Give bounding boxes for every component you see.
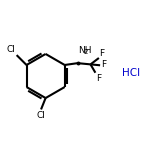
Text: F: F — [96, 74, 101, 83]
Text: Cl: Cl — [37, 111, 45, 120]
Text: F: F — [101, 60, 106, 69]
Text: HCl: HCl — [122, 68, 140, 78]
Text: NH: NH — [78, 46, 92, 55]
Text: Cl: Cl — [6, 45, 15, 54]
Text: 2: 2 — [84, 49, 88, 55]
Text: F: F — [100, 49, 105, 58]
